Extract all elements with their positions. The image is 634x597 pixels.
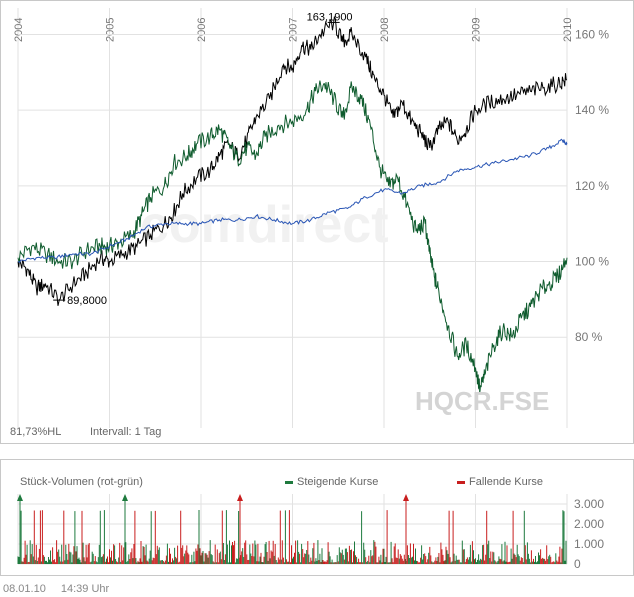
- x-tick-label: 2010: [562, 18, 574, 42]
- x-tick-label: 2004: [13, 18, 25, 42]
- volume-title: Stück-Volumen (rot-grün): [20, 476, 143, 488]
- price-chart: 2004 2005 2006 2007 2008 2009 2010 160 % 140 % 12…: [13, 8, 609, 428]
- volume-overflow-arrow: [122, 494, 128, 501]
- x-tick-label: 2005: [105, 18, 117, 42]
- volume-y-tick-label: 1.000: [574, 537, 604, 551]
- interval-label: Intervall: 1 Tag: [90, 426, 162, 438]
- annotation-label: 163,1900: [307, 11, 353, 23]
- legend-rising-label: Steigende Kurse: [297, 476, 379, 488]
- footer-date: 08.01.10: [3, 583, 46, 595]
- legend-rising-swatch: [285, 480, 293, 484]
- y-tick-label: 160 %: [575, 27, 609, 41]
- footer-time: 14:39 Uhr: [60, 583, 110, 595]
- volume-y-tick-label: 2.000: [574, 517, 604, 531]
- volume-y-tick-label: 3.000: [574, 497, 604, 511]
- legend-falling-label: Fallende Kurse: [469, 476, 543, 488]
- series-line: [17, 80, 568, 394]
- x-tick-label: 2008: [379, 18, 391, 42]
- volume-overflow-arrow: [237, 494, 243, 501]
- y-tick-label: 100 %: [575, 255, 609, 269]
- annotation-label: 89,8000: [67, 295, 107, 307]
- footer: 08.01.10 14:39 Uhr: [3, 583, 121, 595]
- y-tick-label: 80 %: [575, 330, 603, 344]
- hl-ratio-label: 81,73%HL: [10, 426, 62, 438]
- legend-falling-swatch: [457, 480, 465, 484]
- series-line: [17, 16, 568, 306]
- x-tick-label: 2007: [288, 18, 300, 42]
- legend-falling: Fallende Kurse: [457, 476, 543, 488]
- y-tick-label: 120 %: [575, 179, 609, 193]
- volume-overflow-arrow: [17, 494, 23, 501]
- y-tick-label: 140 %: [575, 103, 609, 117]
- volume-overflow-arrow: [403, 494, 409, 501]
- price-chart-panel: [0, 0, 634, 444]
- series-line: [17, 138, 568, 264]
- x-tick-label: 2006: [196, 18, 208, 42]
- watermark-text: comdirect: [140, 196, 389, 254]
- legend-rising: Steigende Kurse: [285, 476, 378, 488]
- x-tick-label: 2009: [471, 18, 483, 42]
- volume-y-tick-label: 0: [574, 557, 581, 571]
- symbol-label: HQCR.FSE: [415, 386, 550, 416]
